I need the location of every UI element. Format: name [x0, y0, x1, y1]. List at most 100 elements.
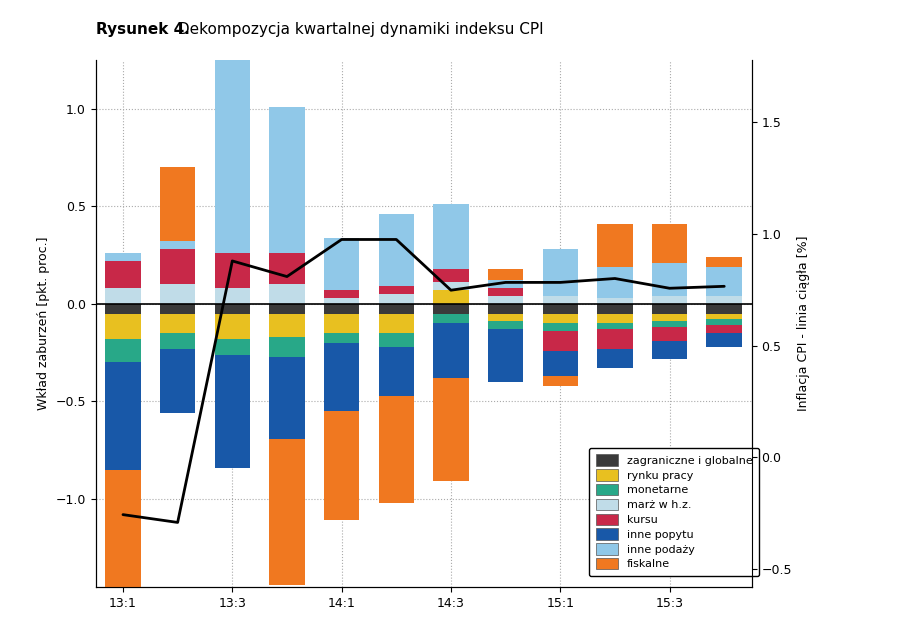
Bar [652, 314, 688, 321]
Bar [434, 314, 468, 323]
Bar [598, 349, 632, 369]
Text: Dekompozycja kwartalnej dynamiki indeksu CPI: Dekompozycja kwartalnej dynamiki indeksu… [173, 22, 544, 37]
Bar [488, 314, 523, 321]
Bar [160, 333, 196, 349]
Bar [488, 329, 523, 382]
Bar [215, 355, 250, 468]
Y-axis label: Wkład zaburzeń [pkt. proc.]: Wkład zaburzeń [pkt. proc.] [36, 237, 50, 410]
Bar [543, 304, 578, 314]
Bar [543, 376, 578, 386]
Bar [215, 38, 250, 253]
Bar [270, 337, 304, 357]
Bar [379, 286, 414, 294]
Bar [707, 296, 742, 304]
Bar [652, 224, 688, 263]
Bar [160, 349, 196, 413]
Bar [270, 357, 304, 439]
Bar [434, 269, 468, 283]
Bar [652, 296, 688, 304]
Bar [160, 167, 196, 242]
Bar [324, 237, 359, 290]
Bar [324, 304, 359, 314]
Bar [652, 304, 688, 314]
Bar [160, 285, 196, 304]
Bar [598, 224, 632, 267]
Bar [707, 314, 742, 319]
Bar [215, 339, 250, 355]
Bar [543, 331, 578, 351]
Bar [434, 204, 468, 269]
Bar [215, 314, 250, 339]
Bar [379, 396, 414, 503]
Bar [270, 107, 304, 253]
Bar [379, 347, 414, 396]
Bar [488, 321, 523, 329]
Bar [543, 314, 578, 323]
Bar [488, 280, 523, 288]
Bar [160, 242, 196, 249]
Bar [434, 378, 468, 481]
Bar [379, 314, 414, 333]
Bar [488, 296, 523, 304]
Bar [106, 362, 141, 469]
Bar [652, 263, 688, 296]
Bar [434, 304, 468, 314]
Bar [106, 288, 141, 304]
Bar [270, 253, 304, 285]
Bar [434, 323, 468, 378]
Bar [160, 249, 196, 285]
Bar [598, 267, 632, 298]
Bar [106, 314, 141, 339]
Bar [707, 267, 742, 296]
Bar [324, 290, 359, 298]
Bar [707, 304, 742, 314]
Bar [543, 351, 578, 376]
Bar [324, 298, 359, 304]
Bar [106, 339, 141, 362]
Bar [324, 314, 359, 333]
Bar [652, 321, 688, 327]
Text: Rysunek 4.: Rysunek 4. [96, 22, 189, 37]
Bar [543, 323, 578, 331]
Bar [270, 285, 304, 304]
Bar [488, 269, 523, 280]
Bar [160, 304, 196, 314]
Bar [543, 249, 578, 296]
Bar [598, 329, 632, 349]
Bar [652, 327, 688, 341]
Bar [106, 469, 141, 631]
Bar [379, 333, 414, 347]
Bar [324, 333, 359, 343]
Bar [379, 214, 414, 286]
Bar [215, 304, 250, 314]
Bar [598, 304, 632, 314]
Bar [598, 298, 632, 304]
Bar [324, 411, 359, 521]
Bar [652, 341, 688, 358]
Bar [707, 333, 742, 347]
Bar [707, 257, 742, 267]
Bar [379, 294, 414, 304]
Bar [434, 283, 468, 290]
Bar [106, 253, 141, 261]
Legend: zagraniczne i globalne, rynku pracy, monetarne, marż w h.z., kursu, inne popytu,: zagraniczne i globalne, rynku pracy, mon… [589, 448, 759, 576]
Bar [434, 290, 468, 304]
Bar [215, 288, 250, 304]
Bar [270, 439, 304, 585]
Bar [488, 288, 523, 296]
Bar [106, 304, 141, 314]
Bar [707, 319, 742, 326]
Bar [106, 261, 141, 288]
Bar [598, 314, 632, 323]
Bar [270, 304, 304, 314]
Bar [160, 314, 196, 333]
Bar [324, 343, 359, 411]
Y-axis label: Inflacja CPI - linia ciągła [%]: Inflacja CPI - linia ciągła [%] [797, 235, 811, 411]
Bar [598, 323, 632, 329]
Bar [215, 253, 250, 288]
Bar [488, 304, 523, 314]
Bar [379, 304, 414, 314]
Bar [707, 326, 742, 333]
Bar [543, 296, 578, 304]
Bar [215, 29, 250, 38]
